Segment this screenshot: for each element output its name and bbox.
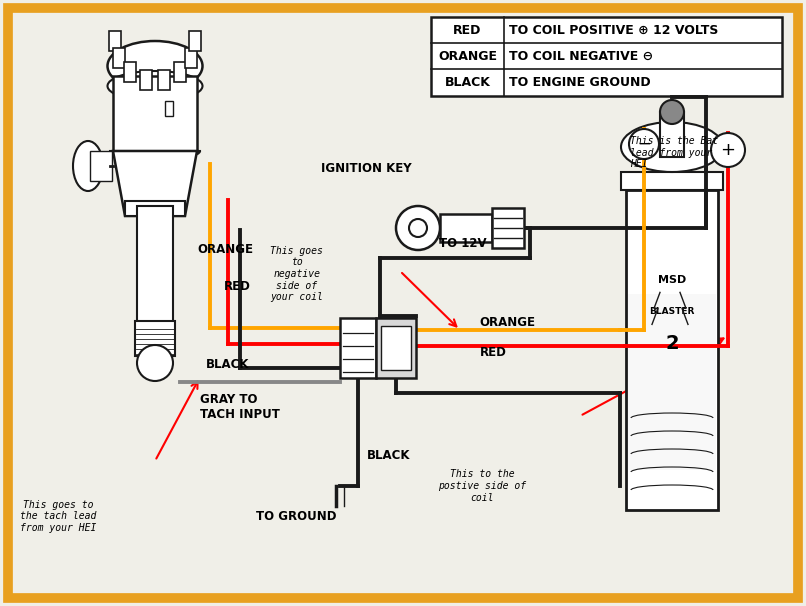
Text: ORANGE: ORANGE [438,50,497,63]
Text: TO GROUND: TO GROUND [256,510,337,523]
Text: 2: 2 [665,334,679,353]
Text: BLACK: BLACK [206,358,249,371]
Text: This to the
postive side of
coil: This to the postive side of coil [438,470,526,502]
Text: BLACK: BLACK [445,76,490,89]
Bar [185,48,197,68]
Bar [137,206,173,326]
Text: GRAY TO
TACH INPUT: GRAY TO TACH INPUT [200,393,280,421]
Text: TO 12V: TO 12V [439,237,487,250]
Bar [340,318,376,378]
Text: TO COIL NEGATIVE ⊖: TO COIL NEGATIVE ⊖ [509,50,653,63]
Circle shape [137,345,173,381]
Circle shape [629,129,659,159]
Text: TO ENGINE GROUND: TO ENGINE GROUND [509,76,650,89]
Bar [124,62,136,82]
Bar [165,101,173,116]
Text: RED: RED [224,279,251,293]
Text: ORANGE: ORANGE [480,316,535,329]
Bar [381,326,411,370]
Circle shape [396,206,440,250]
Bar [174,62,186,82]
Bar [109,31,121,51]
Text: −: − [637,135,651,153]
Text: +: + [721,141,736,159]
Bar [135,321,175,356]
Bar [628,294,716,470]
Circle shape [409,219,427,237]
Bar [125,201,185,216]
Bar [158,70,170,90]
Ellipse shape [73,141,103,191]
Text: BLASTER: BLASTER [650,307,695,316]
Bar [431,17,782,96]
Bar [492,208,524,248]
Bar [621,172,723,190]
Text: ORANGE: ORANGE [197,243,253,256]
Bar [660,112,684,157]
Text: RED: RED [453,24,482,36]
Bar [113,76,197,151]
Bar [440,214,492,242]
Text: This goes to
the tach lead
from your HEI: This goes to the tach lead from your HEI [20,500,96,533]
Text: This goes
to
negative
side of
your coil: This goes to negative side of your coil [270,245,323,302]
Bar [140,70,152,90]
Bar [626,190,718,510]
Text: This is the Bat
lead from your
HEI: This is the Bat lead from your HEI [630,136,718,169]
Circle shape [660,100,684,124]
Ellipse shape [107,71,202,101]
Bar [189,31,201,51]
Ellipse shape [107,41,202,91]
Bar [113,48,125,68]
Bar [376,318,416,378]
Text: IGNITION KEY: IGNITION KEY [322,162,412,175]
Polygon shape [113,151,197,216]
Text: RED: RED [480,346,506,359]
Bar [90,151,112,181]
Text: BLACK: BLACK [367,449,410,462]
Circle shape [711,133,745,167]
Text: MSD: MSD [658,275,686,285]
Ellipse shape [621,122,723,172]
Text: TO COIL POSITIVE ⊕ 12 VOLTS: TO COIL POSITIVE ⊕ 12 VOLTS [509,24,718,36]
